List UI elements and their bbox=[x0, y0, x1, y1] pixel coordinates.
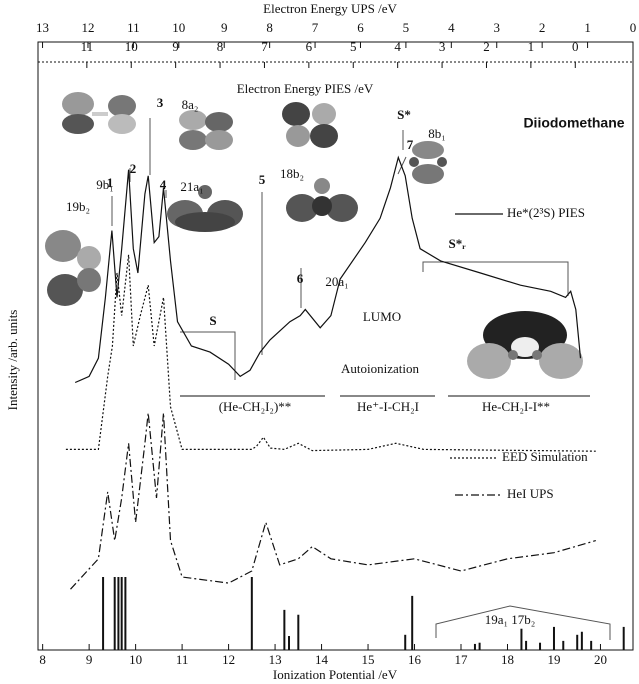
annotation: S bbox=[209, 313, 216, 328]
annotation: 4 bbox=[160, 177, 167, 192]
x3-tick-label: 3 bbox=[439, 39, 446, 54]
chart-title: Diiodomethane bbox=[523, 115, 624, 131]
x-tick-label: 16 bbox=[408, 652, 422, 667]
annotation: 5 bbox=[259, 172, 266, 187]
x3-tick-label: 5 bbox=[350, 39, 357, 54]
x2-tick-label: 11 bbox=[127, 20, 140, 35]
annotation: 2 bbox=[130, 161, 137, 176]
series-line bbox=[65, 254, 596, 452]
annotation: LUMO bbox=[363, 309, 401, 324]
x2-tick-label: 1 bbox=[584, 20, 591, 35]
annotation: 6 bbox=[297, 271, 304, 286]
x2-tick-label: 4 bbox=[448, 20, 455, 35]
x2-tick-label: 6 bbox=[357, 20, 364, 35]
annotation: 18b₂ bbox=[280, 166, 304, 181]
annotation: 20a₁ bbox=[325, 274, 348, 289]
x3-tick-label: 9 bbox=[172, 39, 179, 54]
x3-tick-label: 4 bbox=[394, 39, 401, 54]
annotation: 3 bbox=[157, 95, 164, 110]
x3-tick-label: 1 bbox=[528, 39, 535, 54]
x3-tick-label: 0 bbox=[572, 39, 579, 54]
x2-tick-label: 3 bbox=[493, 20, 500, 35]
x2-tick-label: 0 bbox=[630, 20, 637, 35]
annotation: He⁺-I-CH₂I bbox=[357, 399, 419, 414]
x2-tick-label: 10 bbox=[172, 20, 185, 35]
x3-tick-label: 7 bbox=[261, 39, 268, 54]
x-tick-label: 9 bbox=[86, 652, 93, 667]
annotation: 21a₁ bbox=[180, 179, 203, 194]
annotation: 8a₂ bbox=[182, 97, 199, 112]
legend-label: He*(2³S) PIES bbox=[507, 205, 585, 220]
x2-tick-label: 8 bbox=[266, 20, 273, 35]
x-tick-label: 18 bbox=[501, 652, 514, 667]
legend-label: HeI UPS bbox=[507, 486, 554, 501]
annotation: S*ᵣ bbox=[448, 236, 466, 251]
annotation: 19b₂ bbox=[66, 199, 90, 214]
y-axis-title: Intensity /arb. units bbox=[5, 310, 20, 411]
x-tick-label: 12 bbox=[222, 652, 235, 667]
x-axis-title: Ionization Potential /eV bbox=[273, 667, 398, 682]
annotation: 19a₁ 17b₂ bbox=[485, 612, 536, 627]
annotation: 8b₁ bbox=[428, 126, 446, 141]
x-tick-label: 19 bbox=[547, 652, 560, 667]
x2-tick-label: 13 bbox=[36, 20, 49, 35]
annotation: 9b₁ bbox=[96, 177, 114, 192]
x3-tick-label: 10 bbox=[125, 39, 138, 54]
annotation: (He-CH₂I₂)** bbox=[219, 399, 292, 414]
x2-tick-label: 5 bbox=[403, 20, 410, 35]
x-tick-label: 13 bbox=[269, 652, 282, 667]
x3-axis-title: Electron Energy PIES /eV bbox=[237, 81, 374, 96]
x3-tick-label: 2 bbox=[483, 39, 490, 54]
legend-label: EED Simulation bbox=[502, 449, 588, 464]
x-tick-label: 10 bbox=[129, 652, 142, 667]
x-tick-label: 8 bbox=[39, 652, 46, 667]
annotation: S* bbox=[397, 107, 411, 122]
leader-lines bbox=[111, 118, 611, 640]
x3-tick-label: 8 bbox=[217, 39, 224, 54]
x2-axis-title: Electron Energy UPS /eV bbox=[263, 1, 397, 16]
annotation: Autoionization bbox=[341, 361, 419, 376]
x2-tick-label: 12 bbox=[81, 20, 94, 35]
annotation: 1 bbox=[107, 175, 114, 190]
x-tick-label: 14 bbox=[315, 652, 329, 667]
x2-tick-label: 9 bbox=[221, 20, 228, 35]
series-line bbox=[74, 155, 582, 384]
x-tick-label: 17 bbox=[455, 652, 469, 667]
x2-tick-label: 2 bbox=[539, 20, 546, 35]
annotation: He-CH₂I-I** bbox=[482, 399, 550, 414]
x-tick-label: 15 bbox=[362, 652, 375, 667]
orbital-images bbox=[45, 92, 583, 379]
plot-frame bbox=[37, 41, 634, 651]
x-tick-label: 20 bbox=[594, 652, 607, 667]
x3-tick-label: 11 bbox=[81, 39, 94, 54]
x3-tick-label: 6 bbox=[306, 39, 313, 54]
annotation: 7 bbox=[407, 137, 414, 152]
x2-tick-label: 7 bbox=[312, 20, 319, 35]
series-line bbox=[70, 412, 596, 590]
x-tick-label: 11 bbox=[176, 652, 189, 667]
